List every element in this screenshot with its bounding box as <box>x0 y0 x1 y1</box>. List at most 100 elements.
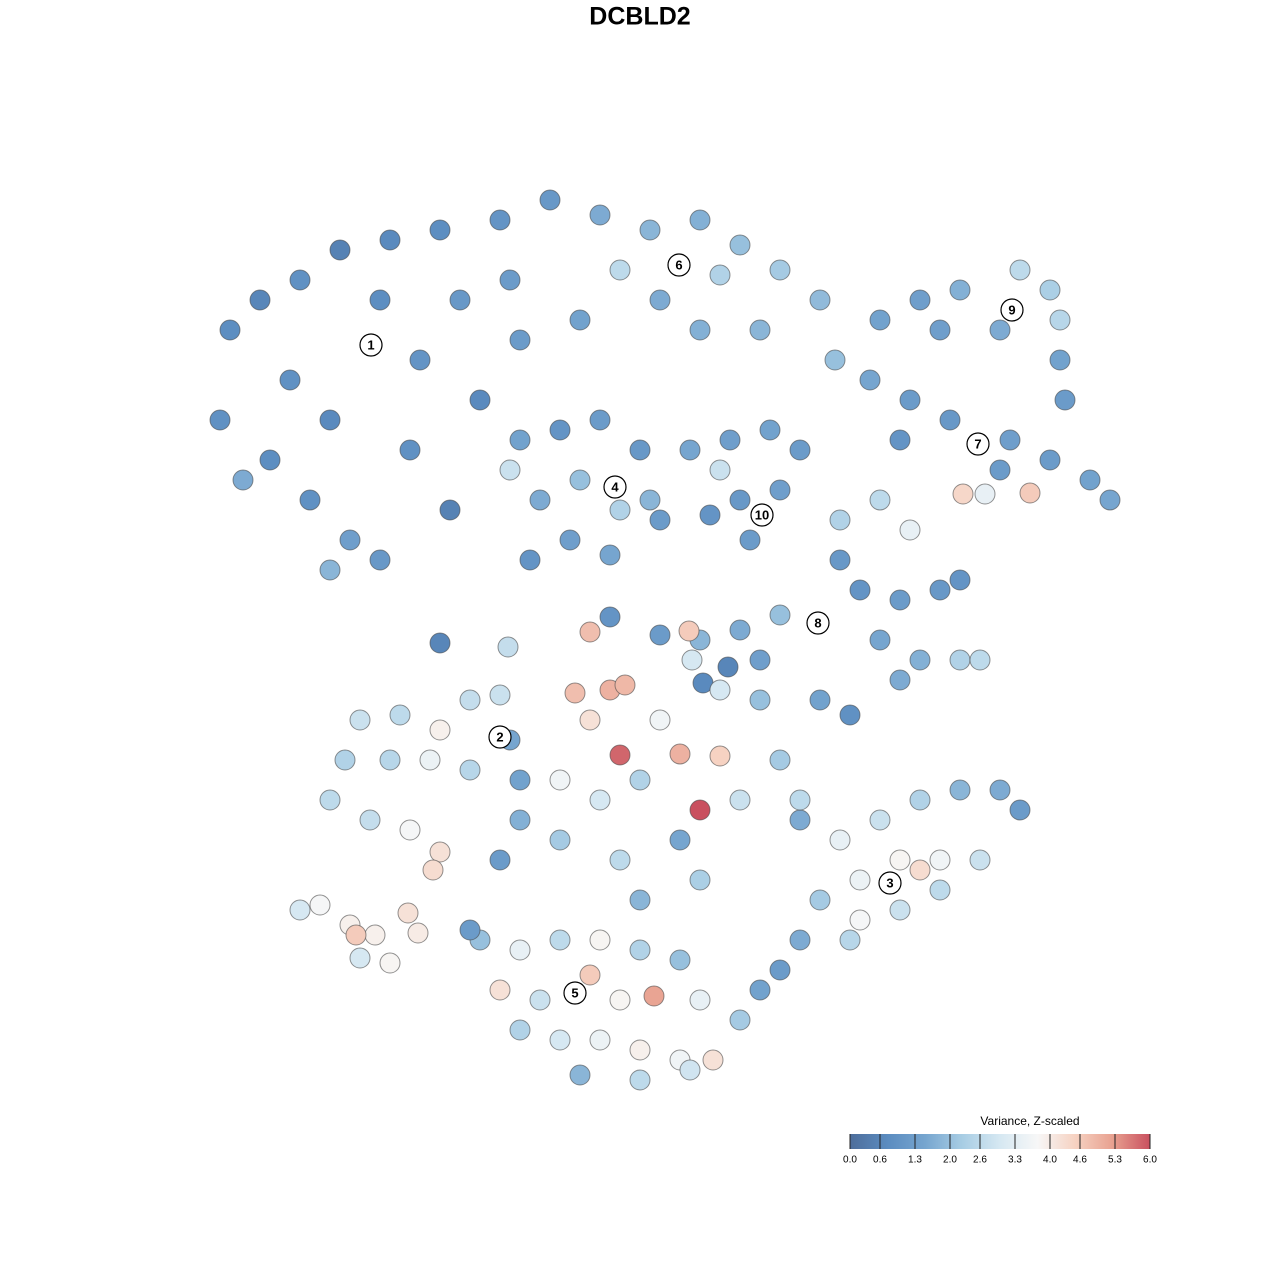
cluster-marker <box>878 871 902 895</box>
point <box>609 499 631 521</box>
point <box>319 789 341 811</box>
cluster-marker <box>563 981 587 1005</box>
point <box>974 483 996 505</box>
point <box>449 289 471 311</box>
colorbar-tick-label: 4.6 <box>1073 1155 1087 1166</box>
point <box>699 504 721 526</box>
point <box>569 309 591 331</box>
point <box>497 636 519 658</box>
cluster-label: 5 <box>571 985 578 1000</box>
cluster-label: 2 <box>496 729 503 744</box>
point <box>669 743 691 765</box>
point <box>429 719 451 741</box>
point <box>339 529 361 551</box>
point <box>869 629 891 651</box>
point <box>359 809 381 831</box>
point <box>509 769 531 791</box>
point <box>509 429 531 451</box>
colorbar-tick-label: 2.0 <box>943 1155 957 1166</box>
point <box>422 859 444 881</box>
point <box>689 869 711 891</box>
cluster-label: 3 <box>886 875 893 890</box>
point <box>649 624 671 646</box>
point <box>279 369 301 391</box>
point <box>1009 799 1031 821</box>
point <box>749 649 771 671</box>
point <box>678 620 700 642</box>
point <box>769 479 791 501</box>
point <box>459 919 481 941</box>
point <box>345 924 367 946</box>
point <box>459 759 481 781</box>
point <box>1049 309 1071 331</box>
point <box>869 309 891 331</box>
point <box>849 909 871 931</box>
point <box>539 189 561 211</box>
point <box>749 319 771 341</box>
cluster-marker <box>667 253 691 277</box>
colorbar-tick-label: 0.0 <box>843 1155 857 1166</box>
point <box>429 219 451 241</box>
point <box>1039 449 1061 471</box>
point <box>349 709 371 731</box>
point <box>789 809 811 831</box>
point <box>489 209 511 231</box>
point <box>702 1049 724 1071</box>
cluster-marker <box>1000 298 1024 322</box>
point <box>769 604 791 626</box>
point <box>679 1059 701 1081</box>
point <box>407 922 429 944</box>
point <box>629 1069 651 1091</box>
legend-title: Variance, Z-scaled <box>980 1114 1079 1128</box>
point <box>519 549 541 571</box>
point <box>589 409 611 431</box>
point <box>559 529 581 551</box>
point <box>579 621 601 643</box>
point <box>769 959 791 981</box>
point <box>589 1029 611 1051</box>
point <box>399 439 421 461</box>
point <box>409 349 431 371</box>
point <box>869 809 891 831</box>
point <box>709 459 731 481</box>
point <box>729 789 751 811</box>
point <box>1039 279 1061 301</box>
point <box>529 489 551 511</box>
point <box>829 509 851 531</box>
point <box>509 809 531 831</box>
point <box>689 319 711 341</box>
colorbar-tick-label: 0.6 <box>873 1155 887 1166</box>
point <box>899 519 921 541</box>
point <box>909 649 931 671</box>
point <box>629 769 651 791</box>
point <box>889 669 911 691</box>
point <box>759 419 781 441</box>
point <box>969 649 991 671</box>
point <box>549 829 571 851</box>
legend: Variance, Z-scaled 0.0 0.6 1.3 2.0 2.6 3.3 4.0… <box>843 1114 1157 1165</box>
point <box>579 709 601 731</box>
cluster-marker <box>603 475 627 499</box>
point <box>889 849 911 871</box>
point <box>1049 349 1071 371</box>
point <box>681 649 703 671</box>
point <box>364 924 386 946</box>
point <box>629 889 651 911</box>
point <box>729 234 751 256</box>
point <box>489 979 511 1001</box>
cluster-label: 4 <box>611 479 619 494</box>
point <box>499 269 521 291</box>
point <box>643 985 665 1007</box>
point <box>509 939 531 961</box>
point <box>952 483 974 505</box>
point <box>259 449 281 471</box>
point <box>609 259 631 281</box>
point <box>349 947 371 969</box>
point <box>769 259 791 281</box>
cluster-label: 8 <box>814 615 821 630</box>
cluster-label: 6 <box>675 257 682 272</box>
point <box>489 684 511 706</box>
cluster-label: 7 <box>974 436 981 451</box>
